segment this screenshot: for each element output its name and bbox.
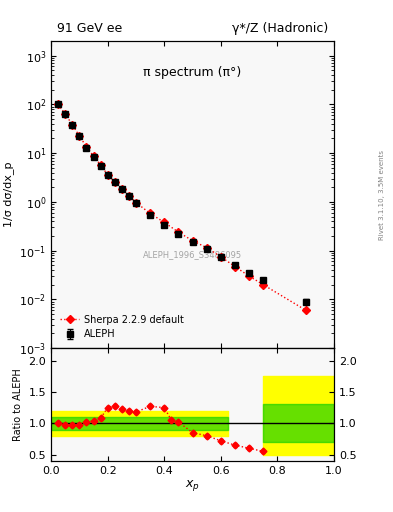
- Sherpa 2.2.9 default: [247, 273, 252, 279]
- Sherpa 2.2.9 default: [162, 219, 167, 225]
- Y-axis label: Ratio to ALEPH: Ratio to ALEPH: [13, 368, 23, 441]
- Legend: Sherpa 2.2.9 default, ALEPH: Sherpa 2.2.9 default, ALEPH: [56, 311, 188, 344]
- Sherpa 2.2.9 default: [105, 172, 110, 178]
- Y-axis label: 1/σ dσ/dx_p: 1/σ dσ/dx_p: [3, 162, 14, 227]
- Sherpa 2.2.9 default: [204, 245, 209, 251]
- Sherpa 2.2.9 default: [91, 153, 96, 159]
- Sherpa 2.2.9 default: [119, 186, 124, 192]
- Text: γ*/Z (Hadronic): γ*/Z (Hadronic): [232, 22, 329, 35]
- Sherpa 2.2.9 default: [303, 307, 308, 313]
- Text: ALEPH_1996_S3486095: ALEPH_1996_S3486095: [143, 250, 242, 259]
- Sherpa 2.2.9 default: [77, 133, 82, 139]
- Text: 91 GeV ee: 91 GeV ee: [57, 22, 122, 35]
- Text: Rivet 3.1.10, 3.5M events: Rivet 3.1.10, 3.5M events: [379, 150, 385, 240]
- Sherpa 2.2.9 default: [261, 282, 266, 288]
- Sherpa 2.2.9 default: [134, 200, 138, 206]
- Sherpa 2.2.9 default: [63, 111, 68, 117]
- Sherpa 2.2.9 default: [176, 229, 181, 235]
- Sherpa 2.2.9 default: [112, 179, 117, 185]
- Sherpa 2.2.9 default: [190, 238, 195, 244]
- Line: Sherpa 2.2.9 default: Sherpa 2.2.9 default: [55, 101, 309, 313]
- X-axis label: $x_p$: $x_p$: [185, 478, 200, 494]
- Sherpa 2.2.9 default: [70, 121, 75, 127]
- Sherpa 2.2.9 default: [127, 193, 131, 199]
- Sherpa 2.2.9 default: [233, 264, 237, 270]
- Sherpa 2.2.9 default: [98, 162, 103, 168]
- Sherpa 2.2.9 default: [148, 210, 152, 217]
- Text: π spectrum (π°): π spectrum (π°): [143, 66, 242, 78]
- Sherpa 2.2.9 default: [219, 253, 223, 260]
- Sherpa 2.2.9 default: [56, 101, 61, 108]
- Sherpa 2.2.9 default: [84, 144, 89, 150]
